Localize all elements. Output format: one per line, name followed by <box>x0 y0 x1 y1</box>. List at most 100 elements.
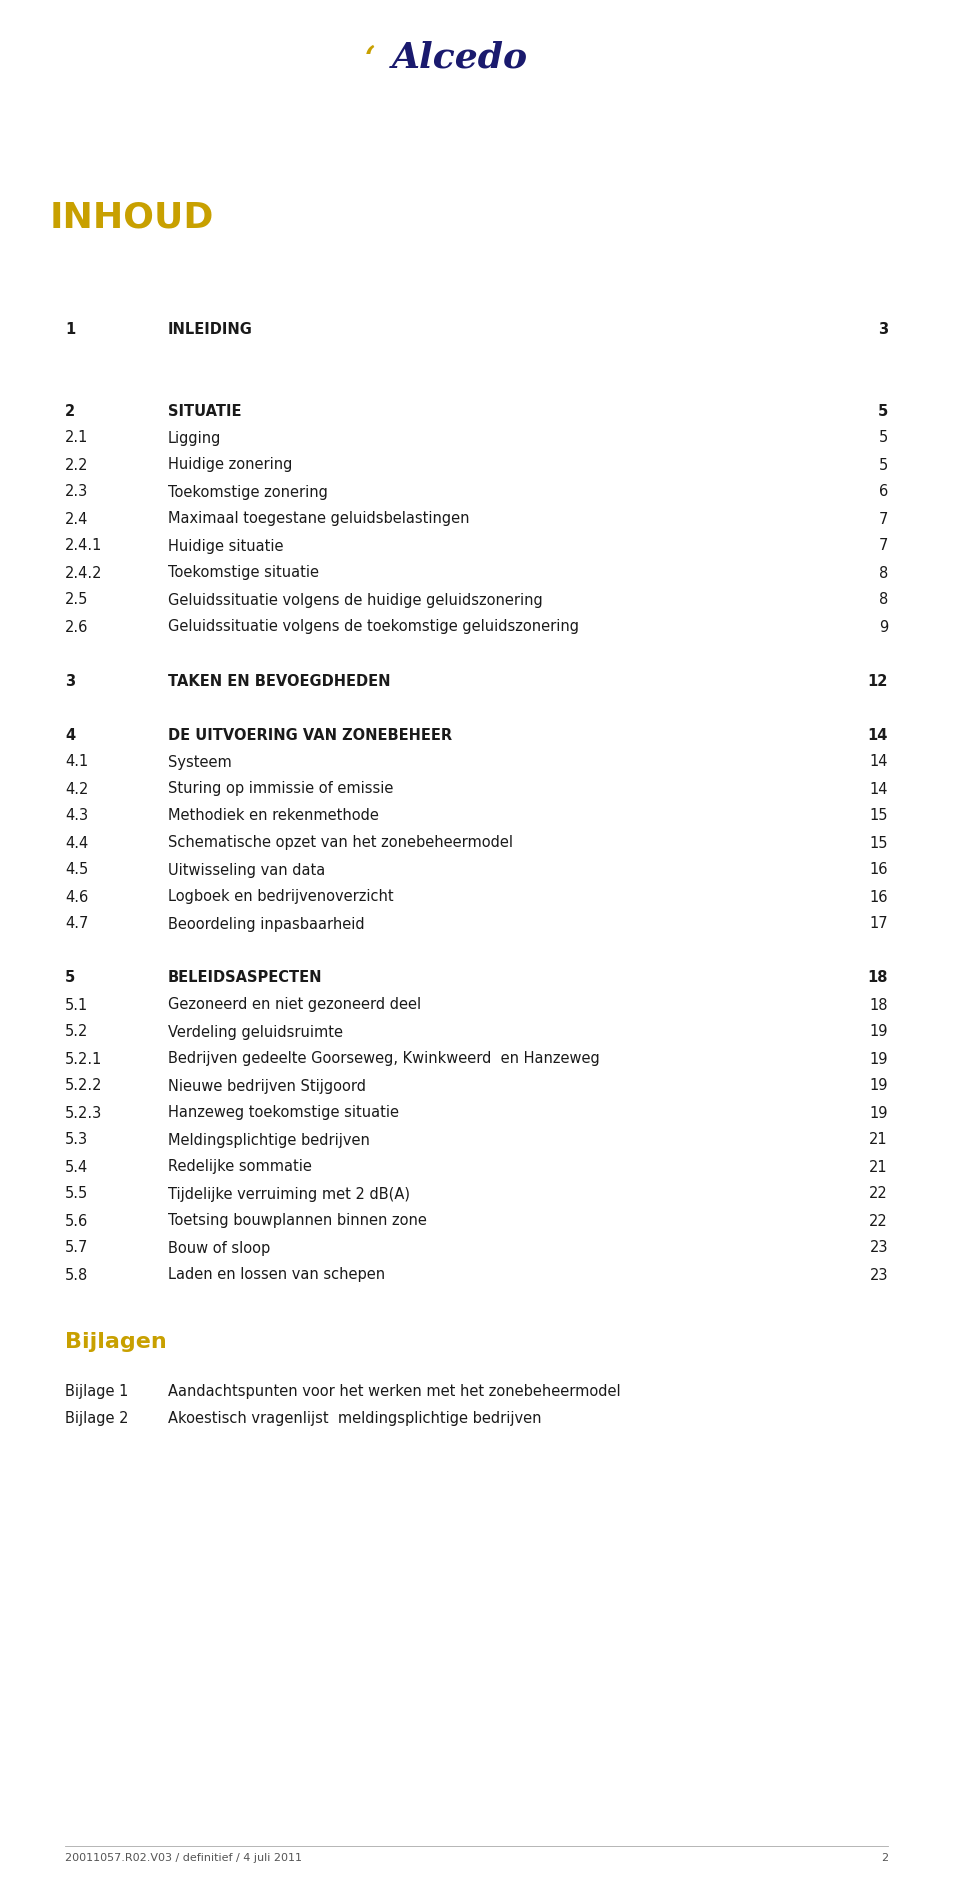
Text: 5.2: 5.2 <box>65 1025 88 1040</box>
Text: TAKEN EN BEVOEGDHEDEN: TAKEN EN BEVOEGDHEDEN <box>168 673 391 688</box>
Text: Beoordeling inpasbaarheid: Beoordeling inpasbaarheid <box>168 916 365 931</box>
Text: 6: 6 <box>878 484 888 499</box>
Text: 21: 21 <box>870 1132 888 1147</box>
Text: Sturing op immissie of emissie: Sturing op immissie of emissie <box>168 782 394 797</box>
Text: SITUATIE: SITUATIE <box>168 403 242 418</box>
Text: BELEIDSASPECTEN: BELEIDSASPECTEN <box>168 970 323 985</box>
Text: 2: 2 <box>881 1854 888 1863</box>
Text: Toekomstige zonering: Toekomstige zonering <box>168 484 328 499</box>
Text: 18: 18 <box>870 997 888 1012</box>
Text: 2.4.1: 2.4.1 <box>65 539 103 554</box>
Text: 2.1: 2.1 <box>65 431 88 445</box>
Text: 5.7: 5.7 <box>65 1240 88 1255</box>
Text: Tijdelijke verruiming met 2 dB(A): Tijdelijke verruiming met 2 dB(A) <box>168 1187 410 1202</box>
Text: Uitwisseling van data: Uitwisseling van data <box>168 863 325 878</box>
Text: Schematische opzet van het zonebeheermodel: Schematische opzet van het zonebeheermod… <box>168 835 513 850</box>
Text: 19: 19 <box>870 1106 888 1121</box>
Text: 4.5: 4.5 <box>65 863 88 878</box>
Text: INLEIDING: INLEIDING <box>168 322 252 337</box>
Text: 2.3: 2.3 <box>65 484 88 499</box>
Text: 5.5: 5.5 <box>65 1187 88 1202</box>
Text: 4.2: 4.2 <box>65 782 88 797</box>
Text: 4: 4 <box>65 727 76 742</box>
Text: Bijlage 1: Bijlage 1 <box>65 1383 129 1398</box>
Text: 22: 22 <box>869 1213 888 1228</box>
Text: Aandachtspunten voor het werken met het zonebeheermodel: Aandachtspunten voor het werken met het … <box>168 1383 620 1398</box>
Text: 15: 15 <box>870 835 888 850</box>
Text: Gezoneerd en niet gezoneerd deel: Gezoneerd en niet gezoneerd deel <box>168 997 421 1012</box>
Text: 4.4: 4.4 <box>65 835 88 850</box>
Text: Akoestisch vragenlijst  meldingsplichtige bedrijven: Akoestisch vragenlijst meldingsplichtige… <box>168 1411 541 1426</box>
Text: 7: 7 <box>878 539 888 554</box>
Text: 15: 15 <box>870 808 888 823</box>
Text: 5.2.1: 5.2.1 <box>65 1051 103 1066</box>
Text: 7: 7 <box>878 511 888 526</box>
Text: INHOUD: INHOUD <box>50 202 214 236</box>
Text: 16: 16 <box>870 863 888 878</box>
Text: Huidige situatie: Huidige situatie <box>168 539 283 554</box>
Text: Nieuwe bedrijven Stijgoord: Nieuwe bedrijven Stijgoord <box>168 1078 366 1093</box>
Text: 19: 19 <box>870 1025 888 1040</box>
Text: 17: 17 <box>870 916 888 931</box>
Text: Meldingsplichtige bedrijven: Meldingsplichtige bedrijven <box>168 1132 370 1147</box>
Text: Toetsing bouwplannen binnen zone: Toetsing bouwplannen binnen zone <box>168 1213 427 1228</box>
Text: 5: 5 <box>877 403 888 418</box>
Text: Geluidssituatie volgens de toekomstige geluidszonering: Geluidssituatie volgens de toekomstige g… <box>168 620 579 635</box>
Text: 5.4: 5.4 <box>65 1159 88 1174</box>
Text: 19: 19 <box>870 1051 888 1066</box>
Text: 3: 3 <box>65 673 76 688</box>
Text: 5: 5 <box>878 431 888 445</box>
Text: 14: 14 <box>870 754 888 769</box>
Text: Maximaal toegestane geluidsbelastingen: Maximaal toegestane geluidsbelastingen <box>168 511 469 526</box>
Text: 23: 23 <box>870 1240 888 1255</box>
Text: 22: 22 <box>869 1187 888 1202</box>
Text: 1: 1 <box>65 322 76 337</box>
Text: 9: 9 <box>878 620 888 635</box>
Text: 2: 2 <box>65 403 76 418</box>
Text: Bijlagen: Bijlagen <box>65 1332 167 1353</box>
Text: 2.5: 2.5 <box>65 592 88 607</box>
Text: 18: 18 <box>868 970 888 985</box>
Text: 14: 14 <box>868 727 888 742</box>
Text: DE UITVOERING VAN ZONEBEHEER: DE UITVOERING VAN ZONEBEHEER <box>168 727 452 742</box>
Text: Laden en lossen van schepen: Laden en lossen van schepen <box>168 1268 385 1283</box>
Text: Verdeling geluidsruimte: Verdeling geluidsruimte <box>168 1025 343 1040</box>
Text: 12: 12 <box>868 673 888 688</box>
Text: 19: 19 <box>870 1078 888 1093</box>
Text: 5.2.3: 5.2.3 <box>65 1106 103 1121</box>
Text: 23: 23 <box>870 1268 888 1283</box>
Text: 4.3: 4.3 <box>65 808 88 823</box>
Text: 21: 21 <box>870 1159 888 1174</box>
Text: 8: 8 <box>878 565 888 580</box>
Text: 5.2.2: 5.2.2 <box>65 1078 103 1093</box>
Text: 20011057.R02.V03 / definitief / 4 juli 2011: 20011057.R02.V03 / definitief / 4 juli 2… <box>65 1854 302 1863</box>
Text: Huidige zonering: Huidige zonering <box>168 458 293 473</box>
Text: 5: 5 <box>878 458 888 473</box>
Text: Systeem: Systeem <box>168 754 231 769</box>
Text: 5.6: 5.6 <box>65 1213 88 1228</box>
Text: Hanzeweg toekomstige situatie: Hanzeweg toekomstige situatie <box>168 1106 399 1121</box>
Text: 4.1: 4.1 <box>65 754 88 769</box>
Text: 5: 5 <box>65 970 76 985</box>
Text: ‘: ‘ <box>365 45 375 77</box>
Text: 2.6: 2.6 <box>65 620 88 635</box>
Text: 5.3: 5.3 <box>65 1132 88 1147</box>
Text: 4.6: 4.6 <box>65 889 88 904</box>
Text: 2.4.2: 2.4.2 <box>65 565 103 580</box>
Text: 14: 14 <box>870 782 888 797</box>
Text: Toekomstige situatie: Toekomstige situatie <box>168 565 319 580</box>
Text: 5.1: 5.1 <box>65 997 88 1012</box>
Text: Alcedo: Alcedo <box>392 41 528 75</box>
Text: 16: 16 <box>870 889 888 904</box>
Text: Redelijke sommatie: Redelijke sommatie <box>168 1159 312 1174</box>
Text: Ligging: Ligging <box>168 431 222 445</box>
Text: 8: 8 <box>878 592 888 607</box>
Text: 2.2: 2.2 <box>65 458 88 473</box>
Text: 5.8: 5.8 <box>65 1268 88 1283</box>
Text: Methodiek en rekenmethode: Methodiek en rekenmethode <box>168 808 379 823</box>
Text: Logboek en bedrijvenoverzicht: Logboek en bedrijvenoverzicht <box>168 889 394 904</box>
Text: 2.4: 2.4 <box>65 511 88 526</box>
Text: Bedrijven gedeelte Goorseweg, Kwinkweerd  en Hanzeweg: Bedrijven gedeelte Goorseweg, Kwinkweerd… <box>168 1051 600 1066</box>
Text: Geluidssituatie volgens de huidige geluidszonering: Geluidssituatie volgens de huidige gelui… <box>168 592 542 607</box>
Text: 3: 3 <box>877 322 888 337</box>
